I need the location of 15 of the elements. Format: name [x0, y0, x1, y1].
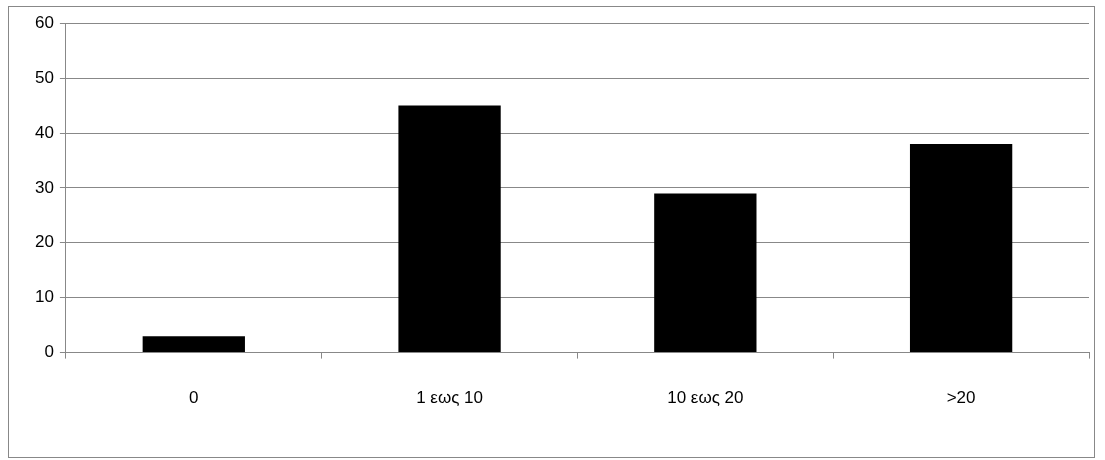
bar [654, 193, 757, 353]
x-tick-label: 1 εως 10 [416, 388, 483, 408]
x-tick-label: >20 [946, 388, 976, 408]
bar [142, 336, 245, 353]
y-tick-label: 40 [34, 122, 54, 142]
x-tick-label: 0 [189, 388, 199, 408]
y-tick-label: 0 [44, 342, 54, 362]
y-tick-label: 10 [34, 287, 54, 307]
y-tick-label: 50 [34, 67, 54, 87]
x-tick-label: 10 εως 20 [667, 388, 744, 408]
bar [909, 143, 1013, 353]
y-tick-label: 20 [34, 232, 54, 252]
bar [398, 105, 501, 353]
y-tick-label: 60 [34, 12, 54, 32]
y-tick-label: 30 [34, 177, 54, 197]
